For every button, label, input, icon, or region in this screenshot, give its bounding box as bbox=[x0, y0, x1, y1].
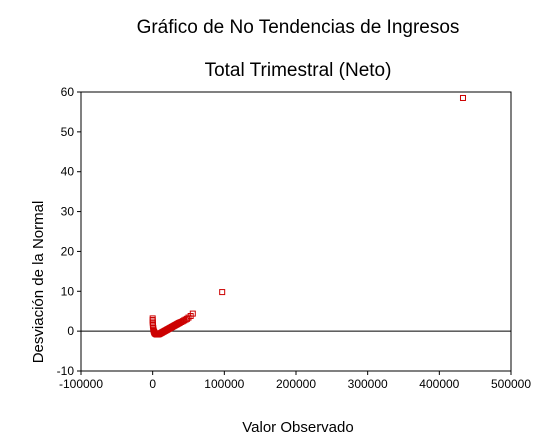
x-tick-label: 500000 bbox=[491, 377, 531, 391]
x-axis: -100000 0 100000 200000 300000 400000 500000 bbox=[59, 371, 531, 391]
chart-title: Gráfico de No Tendencias de Ingresos bbox=[137, 17, 460, 38]
plot-area: -100000 0 100000 200000 300000 400000 500000 -… bbox=[57, 85, 532, 391]
x-tick-label: 400000 bbox=[419, 377, 459, 391]
y-tick-label: 60 bbox=[61, 85, 75, 99]
data-points bbox=[149, 94, 466, 338]
data-point bbox=[149, 315, 156, 322]
y-tick-label: 30 bbox=[61, 205, 75, 219]
y-tick-label: 50 bbox=[61, 125, 75, 139]
plot-frame bbox=[80, 91, 512, 372]
data-point bbox=[459, 94, 466, 101]
data-point bbox=[149, 316, 156, 323]
x-tick-label: -100000 bbox=[59, 377, 103, 391]
data-point bbox=[149, 318, 156, 325]
y-tick-label: 40 bbox=[61, 165, 75, 179]
data-point bbox=[189, 310, 196, 317]
y-tick-label: 20 bbox=[61, 244, 75, 258]
y-axis: -10 0 10 20 30 40 50 60 bbox=[57, 85, 81, 378]
chart-subtitle: Total Trimestral (Neto) bbox=[205, 60, 392, 81]
y-tick-label: 0 bbox=[67, 324, 74, 338]
x-tick-label: 300000 bbox=[348, 377, 388, 391]
x-tick-label: 100000 bbox=[204, 377, 244, 391]
x-axis-label: Valor Observado bbox=[242, 419, 353, 436]
data-point bbox=[149, 320, 156, 327]
y-tick-label: -10 bbox=[57, 364, 75, 378]
y-tick-label: 10 bbox=[61, 284, 75, 298]
x-tick-label: 200000 bbox=[276, 377, 316, 391]
y-axis-label: Desviación de la Normal bbox=[30, 201, 47, 364]
x-tick-label: 0 bbox=[149, 377, 156, 391]
data-point bbox=[219, 289, 226, 296]
